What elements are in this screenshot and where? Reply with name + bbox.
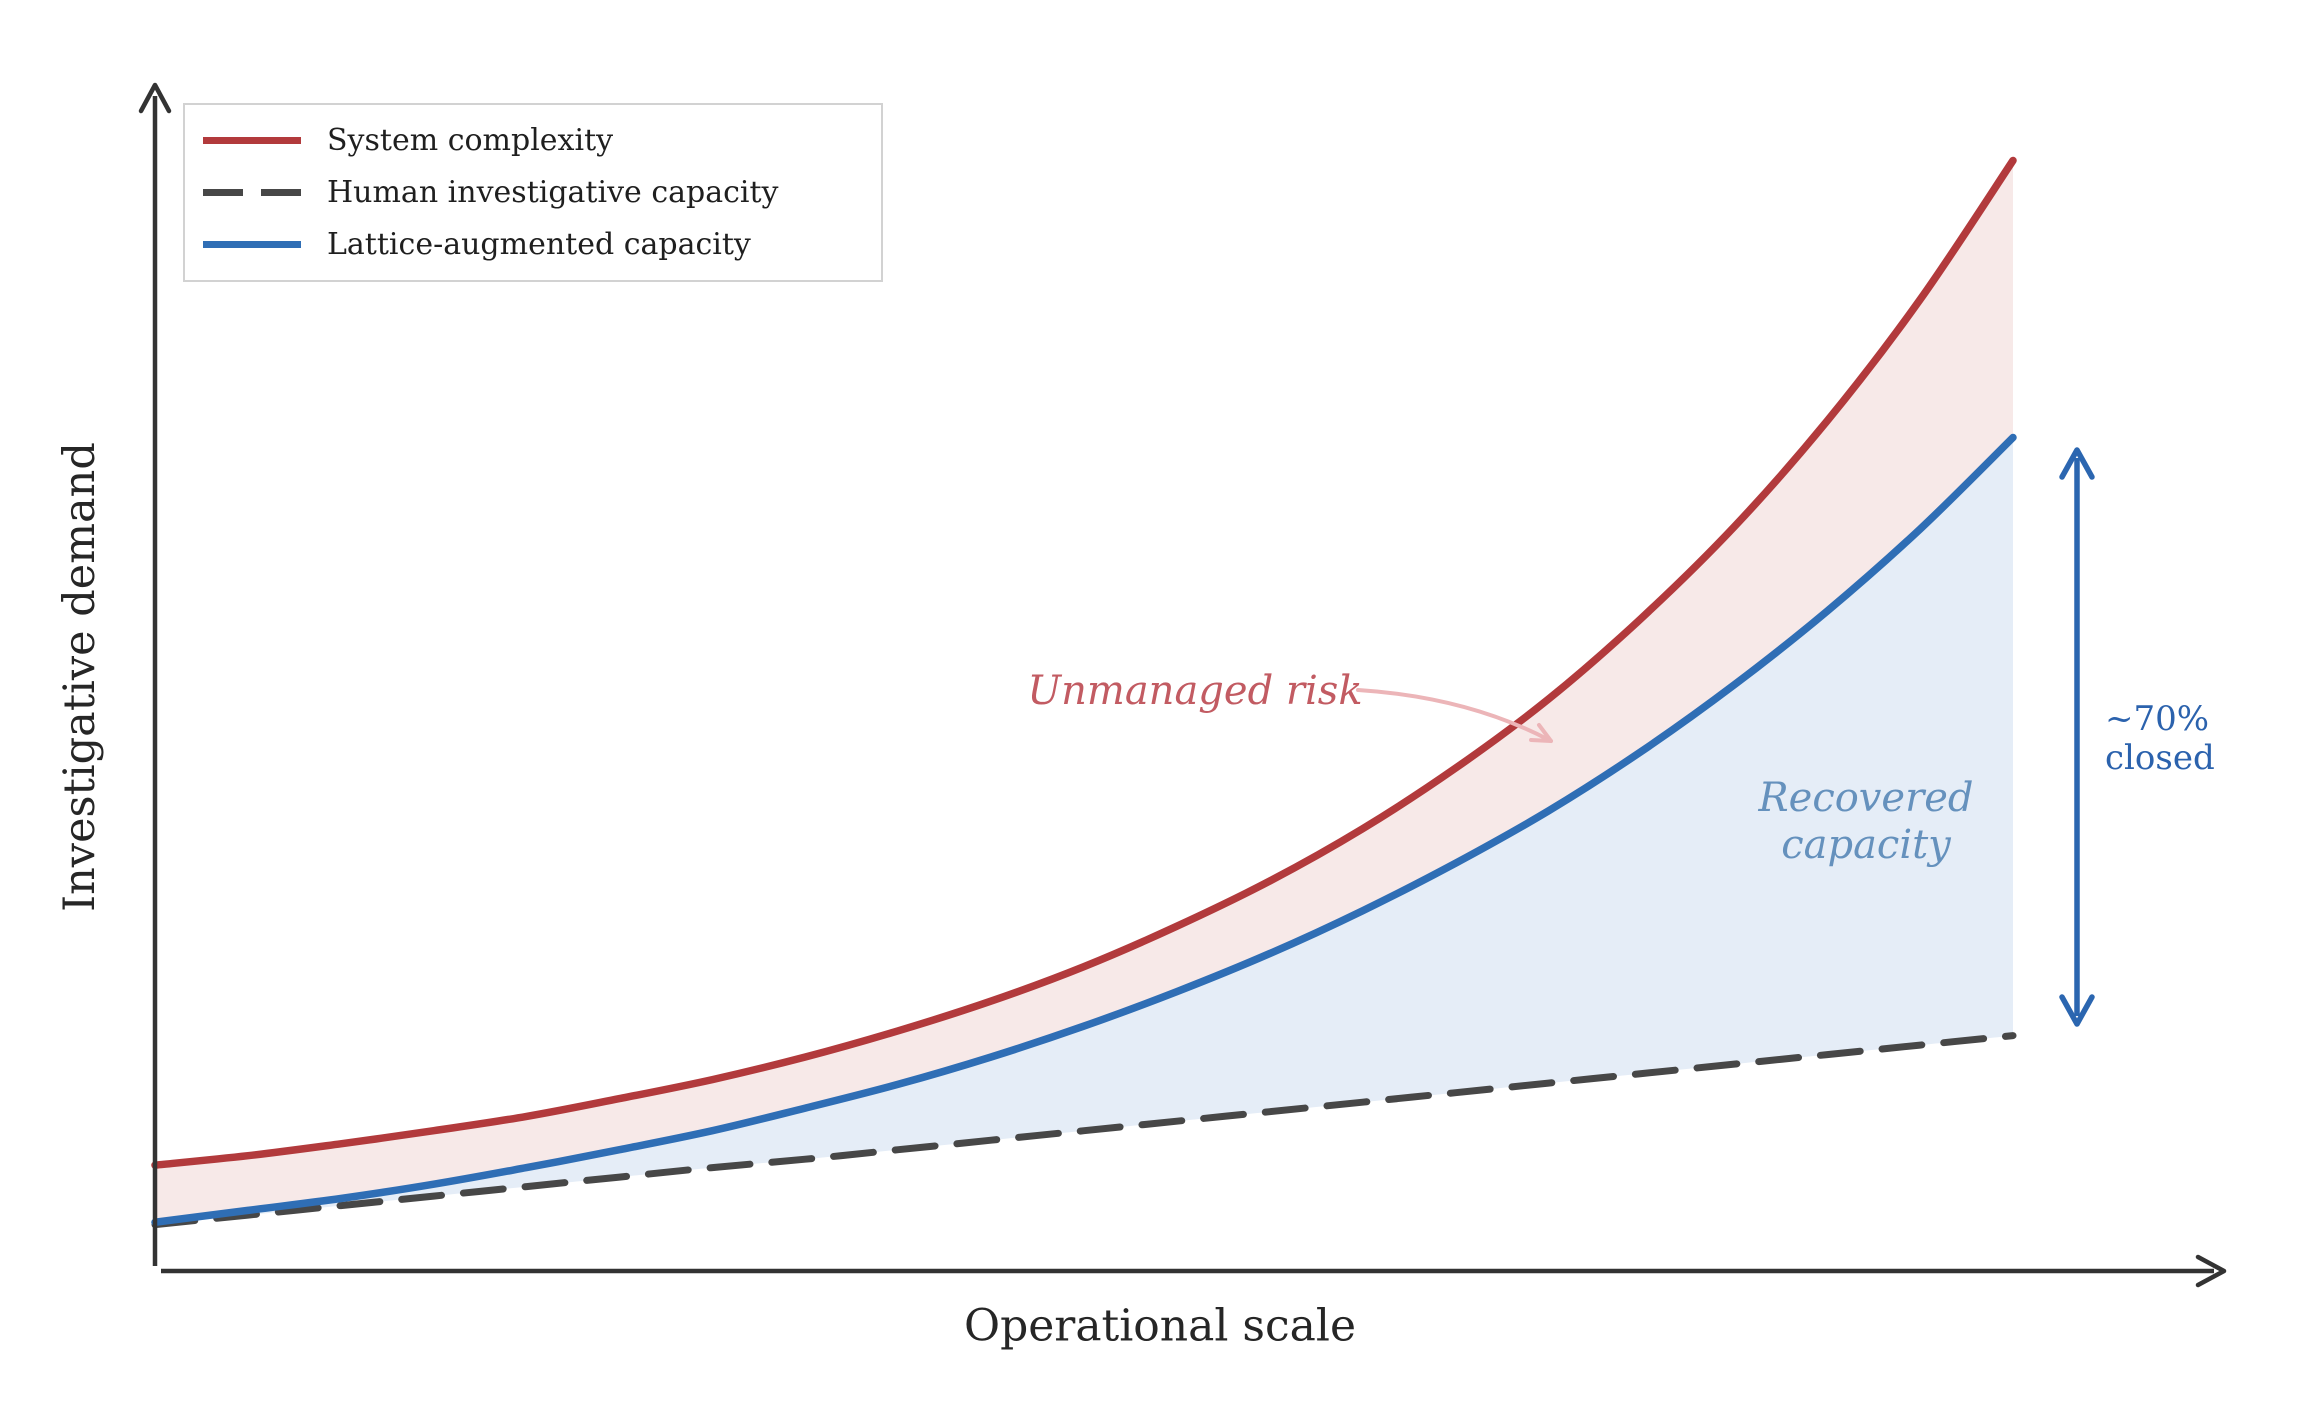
unmanaged-risk-arrow: [1356, 688, 1553, 743]
fill-unmanaged-risk: [155, 160, 2013, 1223]
recovered-capacity-line2: capacity: [1781, 822, 1951, 868]
legend-item-system-complexity: System complexity: [203, 123, 881, 158]
arrow-down-icon: [2059, 994, 2095, 1027]
legend-swatch-dashed-gray: [203, 189, 301, 196]
legend-item-lattice-capacity: Lattice-augmented capacity: [203, 227, 881, 262]
gap-closed-label: ~70% closed: [2105, 700, 2215, 778]
legend-label: Lattice-augmented capacity: [327, 227, 751, 262]
line-system-complexity: [151, 156, 2017, 1169]
legend-swatch-solid-blue: [203, 241, 301, 248]
legend-label: System complexity: [327, 123, 614, 158]
series-layer: [151, 156, 2017, 1229]
fill-recovered-capacity: [155, 437, 2013, 1225]
recovered-capacity-line1: Recovered: [1758, 775, 1974, 821]
gap-closed-line1: ~70%: [2105, 699, 2210, 739]
legend-label: Human investigative capacity: [327, 175, 779, 210]
gap-closed-line2: closed: [2105, 738, 2215, 778]
arrowhead-icon: [1529, 723, 1553, 743]
line-human-investigative-capacity: [151, 1032, 2017, 1229]
legend-item-human-capacity: Human investigative capacity: [203, 175, 881, 210]
legend: System complexity Human investigative ca…: [183, 103, 883, 282]
gap-double-arrow: [2059, 447, 2095, 1027]
line-lattice-augmented-capacity: [151, 433, 2017, 1226]
y-axis-arrowhead-icon: [138, 82, 172, 114]
x-axis-label: Operational scale: [964, 1300, 1356, 1352]
recovered-capacity-label: Recovered capacity: [1759, 775, 1974, 869]
unmanaged-risk-label: Unmanaged risk: [1027, 668, 1363, 714]
x-axis-arrowhead-icon: [2195, 1254, 2227, 1288]
legend-swatch-solid-red: [203, 137, 301, 144]
arrow-up-icon: [2059, 447, 2095, 480]
y-axis-label: Investigative demand: [55, 442, 105, 912]
